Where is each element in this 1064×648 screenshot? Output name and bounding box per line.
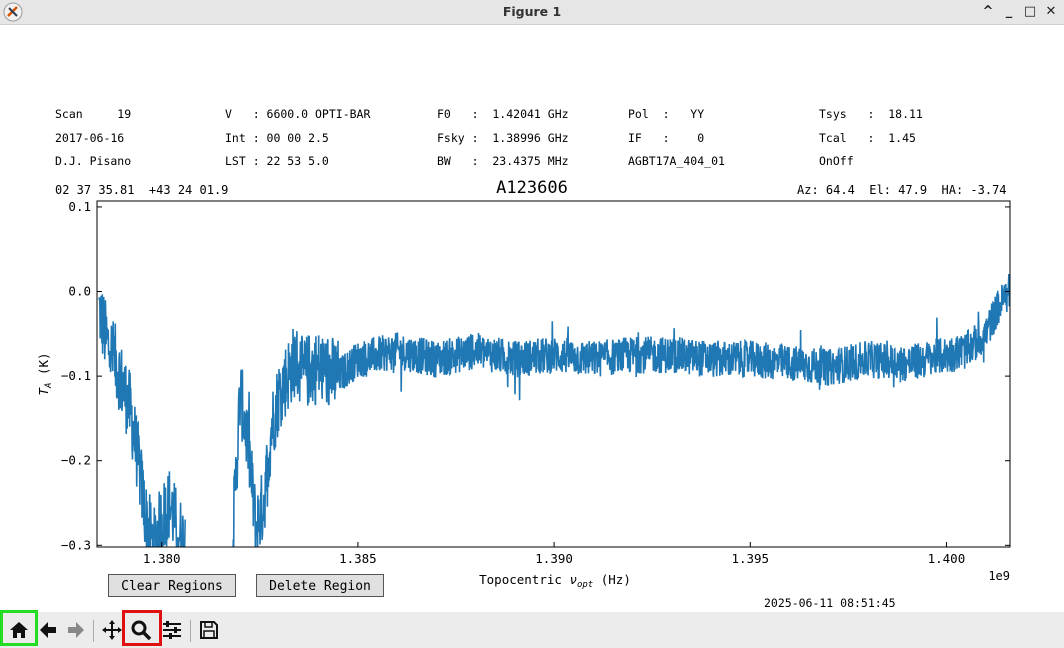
header-bw: BW : 23.4375 MHz bbox=[437, 154, 569, 168]
plot-title: A123606 bbox=[496, 178, 568, 198]
header-integration: Int : 00 00 2.5 bbox=[225, 131, 329, 145]
header-pol: Pol : YY bbox=[628, 107, 705, 121]
maximize-button[interactable]: □ bbox=[1023, 4, 1037, 19]
x-tick-label: 1.400 bbox=[928, 551, 966, 566]
x-axis-label: Topocentric νopt (Hz) bbox=[479, 572, 631, 590]
home-highlight bbox=[0, 610, 38, 646]
spectrum-line bbox=[232, 273, 1010, 547]
spectrum-plot[interactable]: 1.380 1.385 1.390 1.395 1.400 0.1 0.0 −0.1 −0.2 −… bbox=[0, 0, 1064, 612]
x-tick-label: 1.390 bbox=[535, 551, 573, 566]
minimize-button[interactable]: _ bbox=[1005, 4, 1013, 19]
y-axis-label: TA (K) bbox=[36, 352, 54, 395]
home-icon[interactable] bbox=[5, 616, 33, 644]
header-scan: Scan 19 bbox=[55, 107, 132, 121]
header-coords: 02 37 35.81 +43 24 01.9 bbox=[55, 183, 229, 197]
y-tick-label: −0.2 bbox=[61, 453, 91, 468]
close-button[interactable]: ✕ bbox=[1045, 4, 1057, 19]
header-f0: F0 : 1.42041 GHz bbox=[437, 107, 569, 121]
timestamp: 2025-06-11 08:51:45 bbox=[764, 596, 896, 610]
header-date: 2017-06-16 bbox=[55, 131, 125, 145]
delete-region-button[interactable]: Delete Region bbox=[256, 574, 384, 597]
app-icon bbox=[3, 2, 23, 22]
pan-icon[interactable] bbox=[98, 616, 126, 644]
y-tick-label: 0.1 bbox=[68, 199, 91, 214]
x-offset-label: 1e9 bbox=[988, 569, 1010, 583]
header-lst: LST : 22 53 5.0 bbox=[225, 154, 329, 168]
back-icon[interactable] bbox=[34, 616, 62, 644]
header-observer: D.J. Pisano bbox=[55, 154, 132, 168]
header-fsky: Fsky : 1.38996 GHz bbox=[437, 131, 569, 145]
header-if: IF : 0 bbox=[628, 131, 705, 145]
y-tick-label: −0.1 bbox=[61, 368, 91, 383]
toolbar-separator bbox=[93, 620, 94, 642]
header-project: AGBT17A_404_01 bbox=[628, 154, 725, 168]
header-tcal: Tcal : 1.45 bbox=[819, 131, 916, 145]
zoom-icon[interactable] bbox=[127, 616, 155, 644]
y-tick-label: 0.0 bbox=[68, 284, 91, 299]
window-titlebar: Figure 1 ^ _ □ ✕ bbox=[0, 0, 1064, 25]
save-icon[interactable] bbox=[195, 616, 223, 644]
x-tick-label: 1.395 bbox=[731, 551, 769, 566]
header-procedure: OnOff bbox=[819, 154, 854, 168]
clear-regions-button[interactable]: Clear Regions bbox=[108, 574, 236, 597]
header-azel: Az: 64.4 El: 47.9 HA: -3.74 bbox=[797, 183, 1007, 197]
x-tick-label: 1.385 bbox=[339, 551, 377, 566]
header-tsys: Tsys : 18.11 bbox=[819, 107, 923, 121]
x-tick-label: 1.380 bbox=[143, 551, 181, 566]
shade-button[interactable]: ^ bbox=[982, 4, 994, 19]
y-tick-label: −0.3 bbox=[61, 537, 91, 552]
window-title: Figure 1 bbox=[502, 4, 562, 19]
header-velocity: V : 6600.0 OPTI-BAR bbox=[225, 107, 371, 121]
forward-icon[interactable] bbox=[62, 616, 90, 644]
navigation-toolbar bbox=[0, 612, 1064, 648]
spectrum-line bbox=[98, 294, 186, 547]
axes-frame bbox=[96, 200, 1011, 548]
toolbar-separator bbox=[190, 620, 191, 642]
zoom-highlight bbox=[122, 610, 162, 646]
configure-subplots-icon[interactable] bbox=[158, 616, 186, 644]
